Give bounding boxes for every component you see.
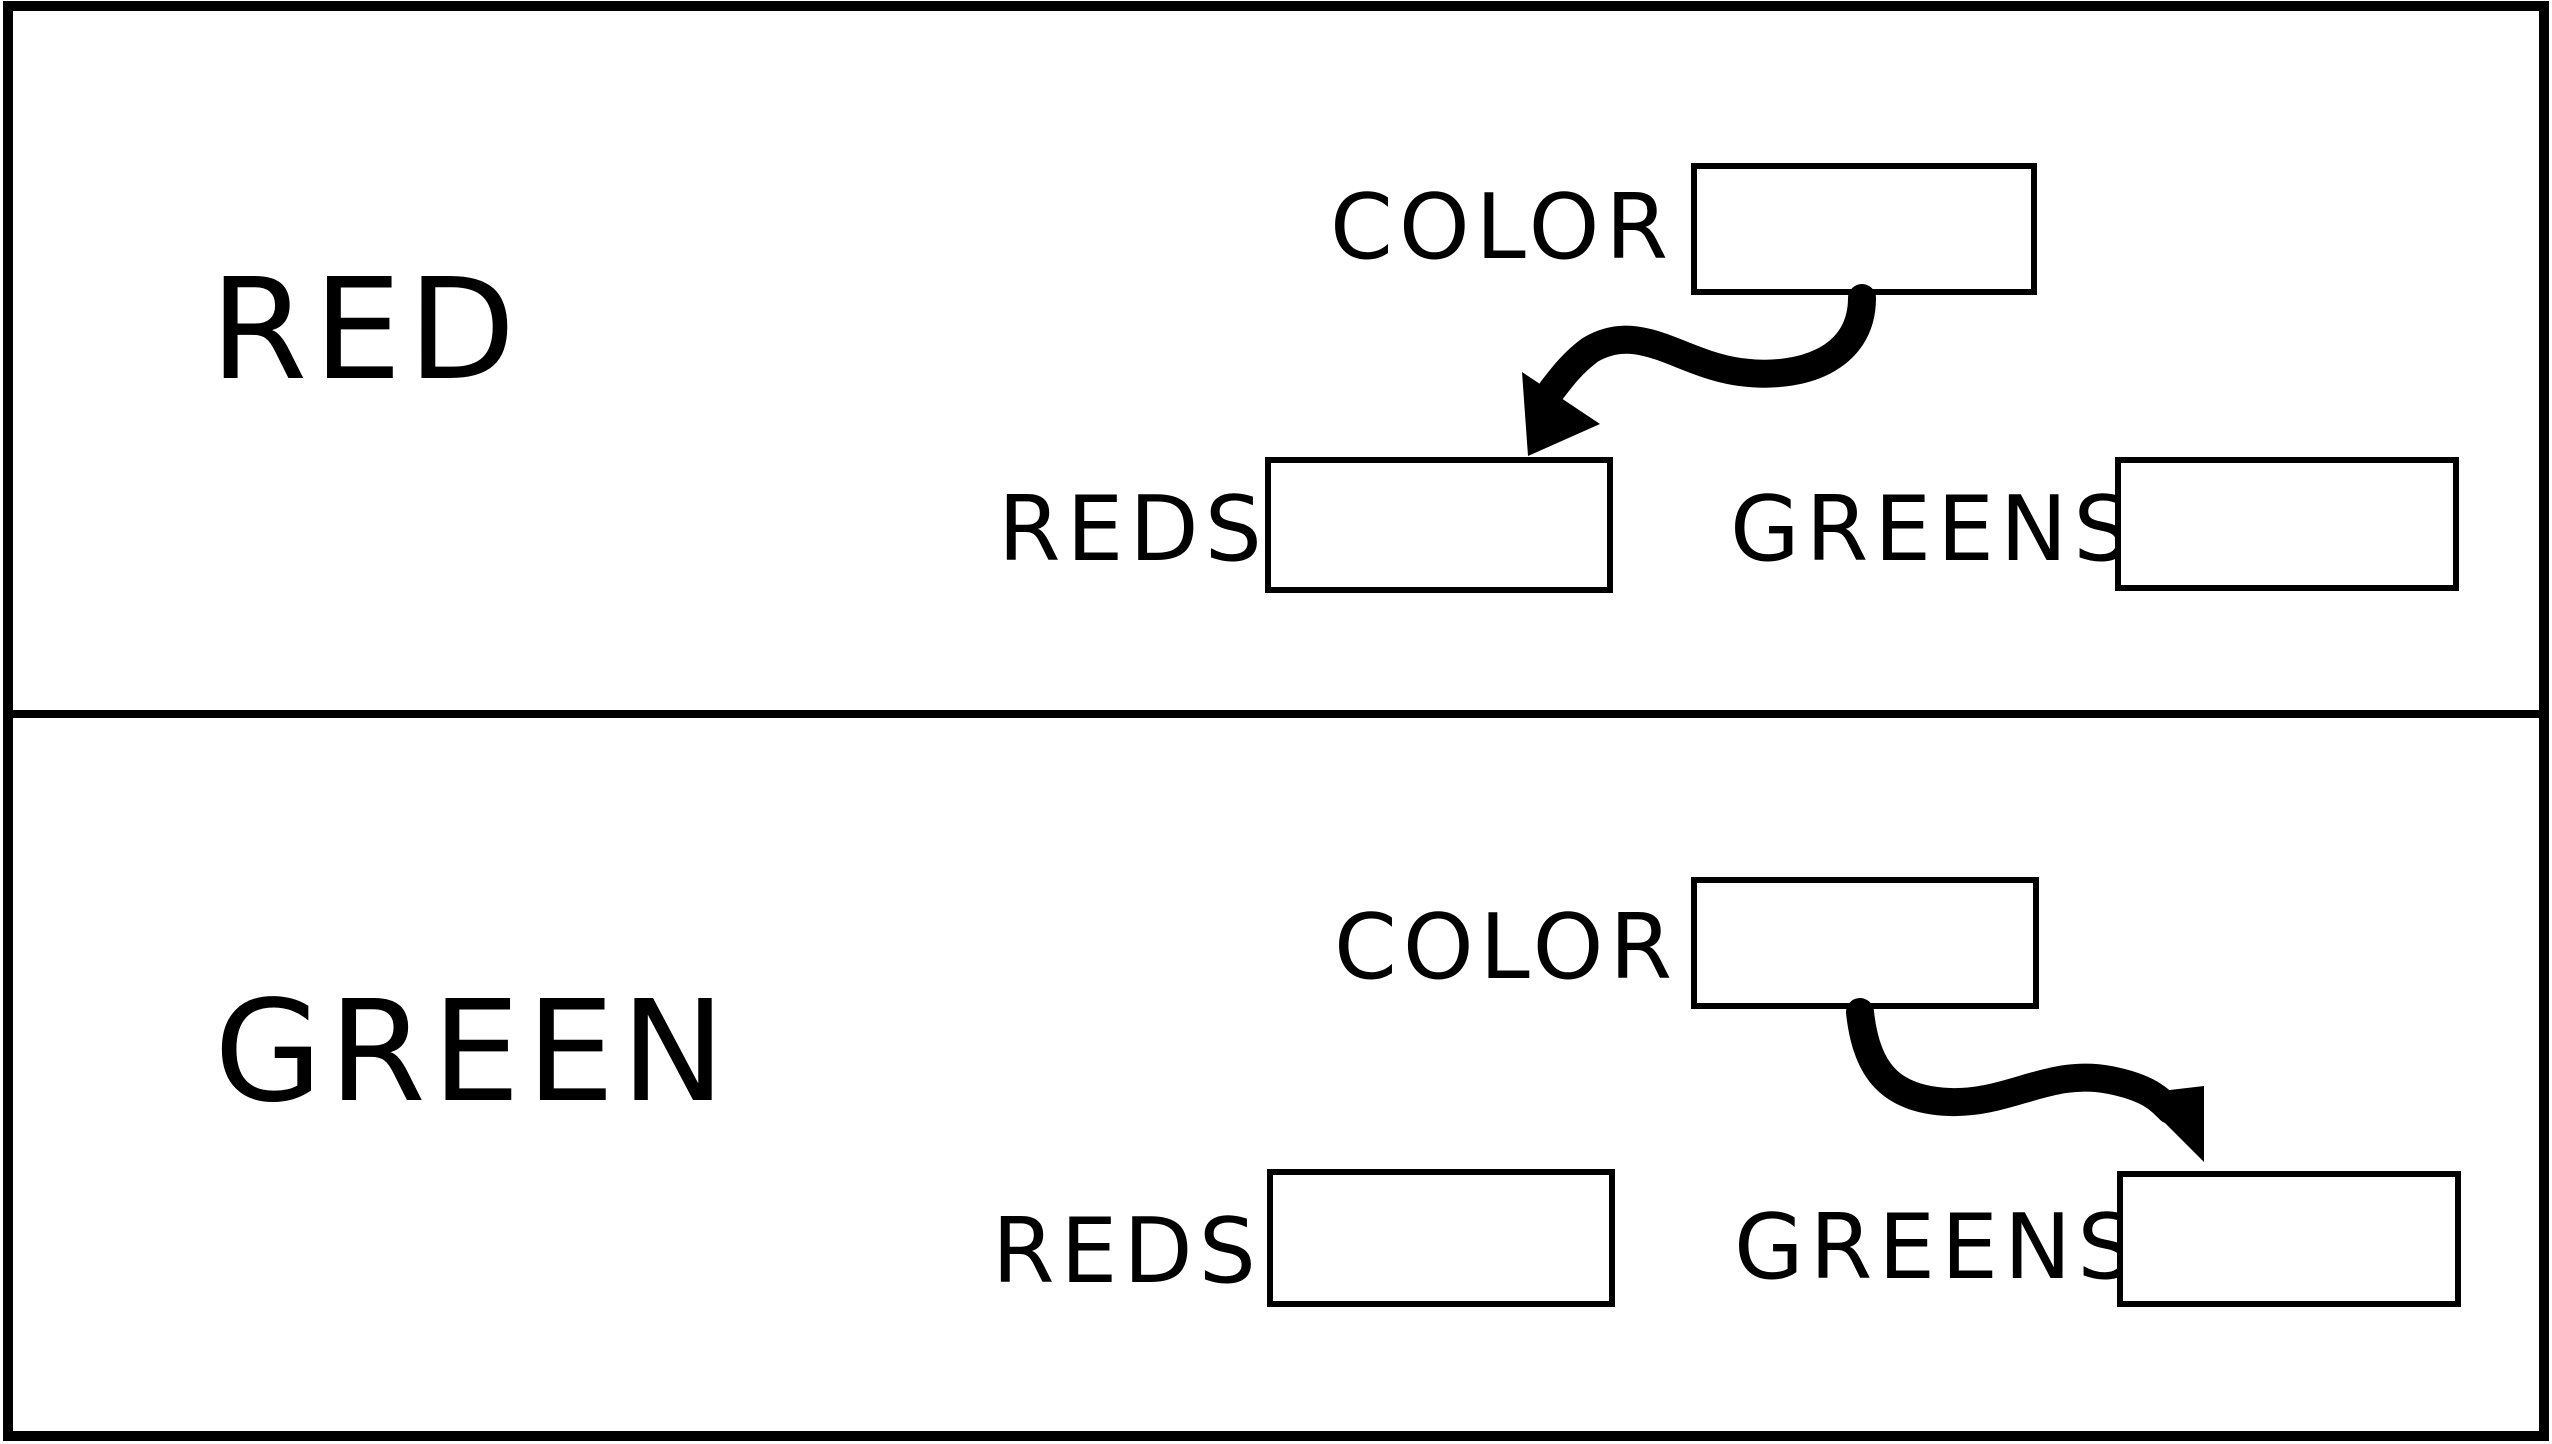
- greens-label: GREENS: [1734, 1195, 2140, 1300]
- reds-box: [1265, 457, 1613, 593]
- color-label: COLOR: [1334, 895, 1678, 1000]
- reds-label: REDS: [998, 477, 1268, 582]
- reds-box: [1267, 1169, 1615, 1307]
- arrow-color-to-greens: [1846, 998, 2204, 1162]
- color-label: COLOR: [1330, 175, 1674, 280]
- reds-label: REDS: [992, 1199, 1262, 1304]
- greens-box: [2115, 457, 2459, 591]
- value-label: RED: [210, 249, 522, 412]
- greens-box: [2117, 1171, 2461, 1307]
- color-box: [1691, 163, 2037, 295]
- greens-label: GREENS: [1730, 477, 2136, 582]
- color-box: [1691, 877, 2039, 1009]
- panel-green: GREEN COLOR REDS GREENS: [214, 877, 2461, 1307]
- panel-red: RED COLOR REDS GREENS: [210, 163, 2459, 593]
- value-label: GREEN: [214, 971, 731, 1134]
- arrow-color-to-reds: [1522, 284, 1876, 456]
